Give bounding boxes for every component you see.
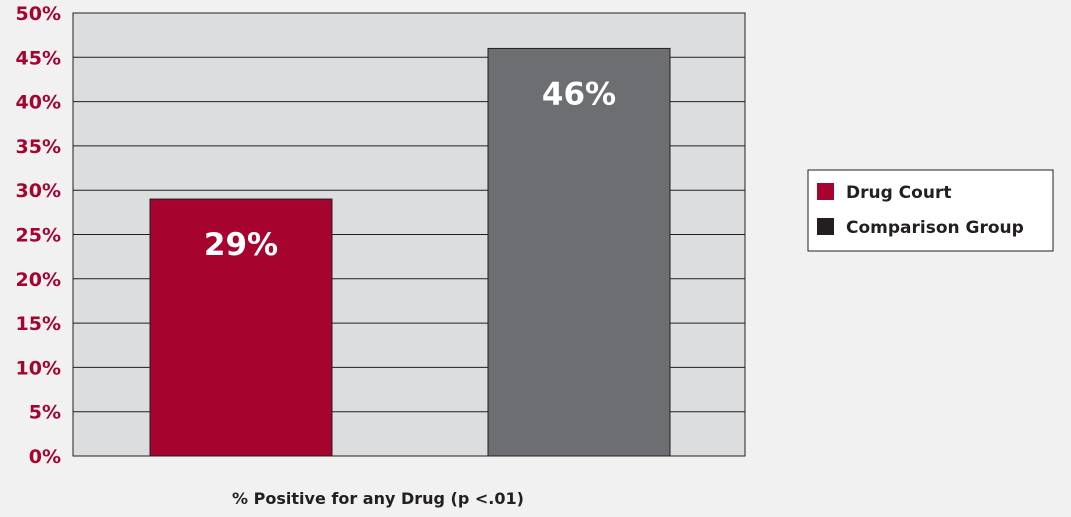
- y-tick-label: 0%: [29, 446, 61, 468]
- legend-label-drug-court: Drug Court: [846, 183, 951, 203]
- x-axis-label: % Positive for any Drug (p <.01): [232, 489, 524, 508]
- legend: Drug Court Comparison Group: [807, 169, 1054, 252]
- legend-box: [807, 169, 1054, 252]
- bars: 29% 46%: [149, 47, 671, 457]
- y-tick-label: 10%: [16, 357, 61, 379]
- y-tick-label: 20%: [16, 269, 61, 291]
- bar-data-label: 29%: [204, 227, 278, 263]
- y-tick-label: 15%: [16, 313, 61, 335]
- legend-swatch-comparison-group: [817, 218, 834, 235]
- y-tick-label: 5%: [29, 402, 61, 424]
- y-tick-label: 25%: [16, 225, 61, 247]
- bar-data-label: 46%: [542, 76, 616, 112]
- y-tick-label: 30%: [16, 180, 61, 202]
- y-axis-tick-labels: 0% 5% 10% 15% 20% 25% 30% 35% 40% 45% 50%: [16, 3, 61, 468]
- y-tick-label: 50%: [16, 3, 61, 25]
- bar-comparison-group: [487, 47, 671, 457]
- y-tick-label: 40%: [16, 92, 61, 114]
- y-tick-label: 45%: [16, 47, 61, 69]
- y-tick-label: 35%: [16, 136, 61, 158]
- legend-label-comparison-group: Comparison Group: [846, 218, 1024, 238]
- legend-swatch-drug-court: [817, 183, 834, 200]
- bar-drug-court: [149, 198, 333, 457]
